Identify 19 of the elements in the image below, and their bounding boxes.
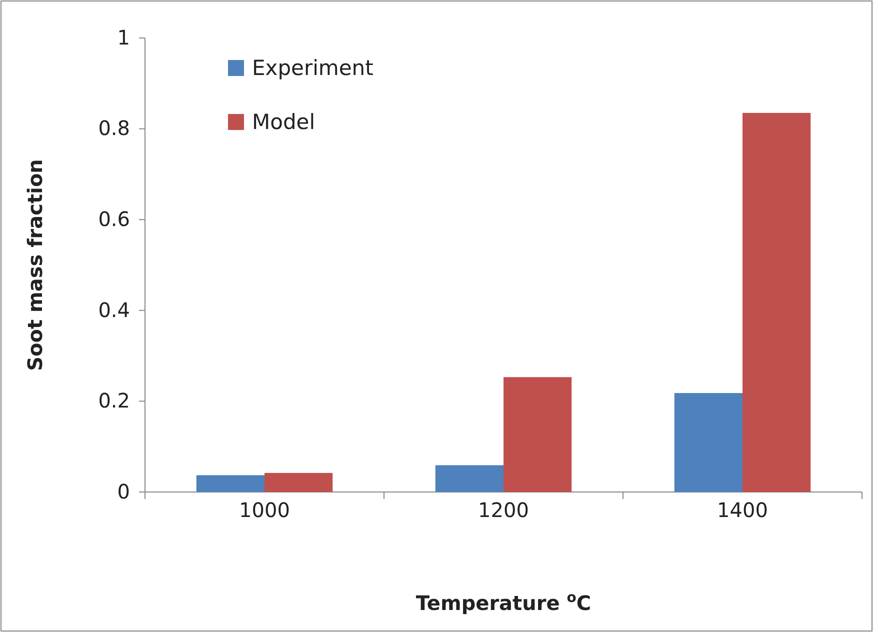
y-tick-label: 1 (117, 25, 130, 50)
bar (674, 393, 742, 492)
x-tick-label: 1000 (239, 498, 290, 522)
y-tick-label: 0.4 (98, 298, 130, 322)
bar (196, 475, 264, 492)
y-tick-label: 0.8 (98, 116, 130, 140)
legend-label: Experiment (252, 56, 374, 80)
y-tick-label: 0.2 (98, 388, 130, 413)
bar (264, 472, 333, 492)
y-tick-label: 0 (117, 479, 130, 504)
y-tick-label: 0.6 (98, 207, 130, 231)
y-axis-title: Soot mass fraction (23, 159, 47, 371)
x-tick-label: 1200 (478, 498, 529, 522)
bar (742, 112, 811, 492)
x-axis-title: Temperature $^{o}$C (416, 590, 592, 615)
x-tick-label: 1400 (717, 498, 768, 522)
bar (504, 377, 572, 492)
bar (435, 465, 504, 492)
legend-label: Model (252, 110, 316, 134)
